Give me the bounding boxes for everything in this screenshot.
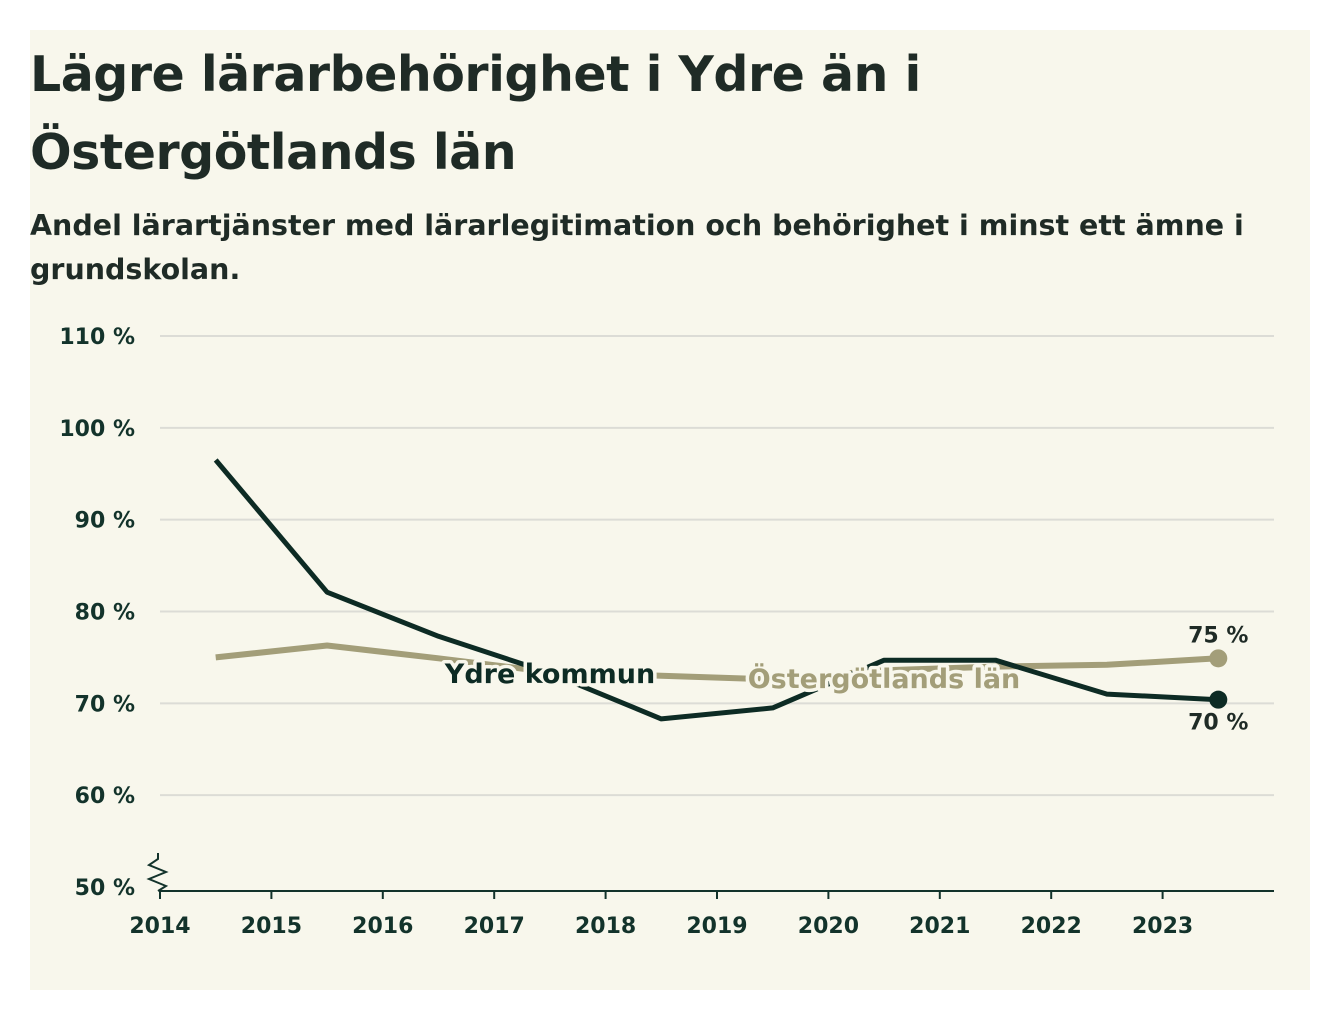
x-tick-label: 2016 [352, 914, 413, 939]
x-tick-label: 2018 [575, 914, 636, 939]
y-tick-label: 70 % [75, 692, 135, 717]
y-tick-label: 110 % [59, 325, 135, 350]
series-label-ydre: Ydre kommun [444, 659, 655, 690]
x-axis: 2014 2015 2016 2017 2018 2019 2020 2021 2022 2023 [129, 853, 1274, 939]
x-tick-label: 2021 [909, 914, 970, 939]
end-label-ydre: 70 % [1188, 711, 1248, 736]
end-marker-ostergotland [1209, 649, 1228, 668]
axis-break-icon [146, 853, 169, 892]
x-tick-label: 2023 [1132, 914, 1193, 939]
series-line-ydre [213, 458, 1219, 722]
y-axis-labels: 50 % 60 % 70 % 80 % 90 % 100 % 110 % [59, 325, 135, 901]
end-marker-ydre [1209, 690, 1228, 709]
x-tick-label: 2020 [798, 914, 859, 939]
x-tick-label: 2014 [129, 914, 190, 939]
x-tick-label: 2017 [464, 914, 525, 939]
series-label-ostergotland-halo: Östergötlands län [748, 662, 1021, 695]
x-tick-label: 2015 [241, 914, 302, 939]
series-lines [213, 458, 1219, 722]
x-tick-label: 2022 [1021, 914, 1082, 939]
chart-card: Lägre lärarbehörighet i Ydre än i Österg… [30, 30, 1310, 990]
chart-subtitle: Andel lärartjänster med lärarlegitimatio… [30, 209, 1244, 286]
chart-title: Lägre lärarbehörighet i Ydre än i Österg… [30, 46, 921, 181]
y-tick-label: 80 % [75, 601, 135, 626]
x-tick-label: 2019 [686, 914, 747, 939]
series-label-ostergotland: Östergötlands län [748, 662, 1021, 695]
y-tick-label: 50 % [75, 876, 135, 901]
grid-lines [160, 335, 1274, 797]
y-tick-label: 60 % [75, 784, 135, 809]
end-label-ostergotland: 75 % [1188, 623, 1248, 648]
y-tick-label: 100 % [59, 417, 135, 442]
series-label-ydre-halo: Ydre kommun [444, 659, 655, 690]
series-line-ostergotland [215, 642, 1219, 683]
end-markers: 70 % 75 % [1188, 623, 1248, 735]
y-tick-label: 90 % [75, 509, 135, 534]
